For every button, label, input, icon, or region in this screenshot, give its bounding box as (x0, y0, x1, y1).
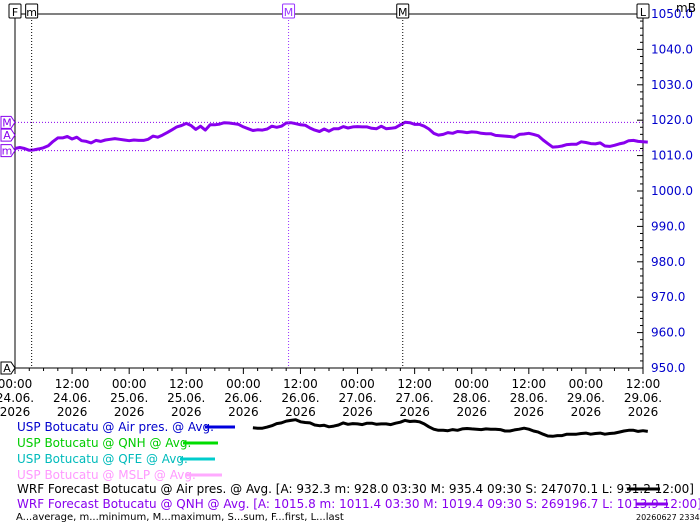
x-tick-year: 2026 (456, 405, 487, 419)
top-marker-label: F (12, 6, 18, 19)
x-tick-date: 25.06. (110, 391, 148, 405)
x-tick-year: 2026 (171, 405, 202, 419)
top-marker-label: M (284, 6, 294, 19)
y-tick-label: 950.0 (651, 361, 685, 375)
y-tick-label: 1040.0 (651, 42, 693, 56)
left-marker-flag (0, 128, 16, 142)
top-marker-box (282, 3, 296, 19)
x-tick-time: 12:00 (283, 377, 318, 391)
y-tick-label: 980.0 (651, 255, 685, 269)
x-tick-date: 26.06. (224, 391, 262, 405)
left-marker-flag (0, 144, 16, 158)
x-tick-time: 12:00 (169, 377, 204, 391)
x-tick-time: 00:00 (112, 377, 147, 391)
left-marker-flag (0, 361, 16, 375)
top-marker-box (396, 3, 410, 19)
y-unit-label: mB (676, 1, 696, 15)
x-tick-date: 28.06. (510, 391, 548, 405)
top-marker-box (8, 3, 22, 19)
y-tick-label: 990.0 (651, 219, 685, 233)
footer-note: A...average, m...minimum, M...maximum, S… (16, 512, 344, 523)
y-tick-label: 1050.0 (651, 7, 693, 21)
y-tick-label: 970.0 (651, 290, 685, 304)
x-tick-year: 2026 (342, 405, 373, 419)
x-tick-year: 2026 (228, 405, 259, 419)
legend-entry-label: USP Botucatu @ MSLP @ Avg. (17, 468, 196, 482)
x-tick-time: 00:00 (569, 377, 604, 391)
x-tick-date: 29.06. (624, 391, 662, 405)
x-tick-year: 2026 (628, 405, 659, 419)
left-marker-label: M (2, 116, 12, 129)
left-marker-label: A (3, 362, 11, 375)
y-tick-label: 1000.0 (651, 184, 693, 198)
timestamp-stamp: 20260627 2334 (636, 513, 700, 522)
legend-entry-label: WRF Forecast Botucatu @ QNH @ Avg. [A: 1… (17, 497, 700, 511)
top-marker-box (25, 3, 39, 19)
y-tick-label: 1030.0 (651, 78, 693, 92)
x-tick-date: 25.06. (167, 391, 205, 405)
left-marker-label: m (2, 145, 13, 158)
x-tick-time: 00:00 (0, 377, 32, 391)
x-tick-time: 00:00 (454, 377, 489, 391)
x-tick-time: 00:00 (226, 377, 261, 391)
x-tick-year: 2026 (285, 405, 316, 419)
x-tick-time: 12:00 (626, 377, 661, 391)
x-tick-time: 00:00 (340, 377, 375, 391)
legend-entry-label: WRF Forecast Botucatu @ Air pres. @ Avg.… (17, 482, 694, 496)
top-marker-label: m (26, 6, 37, 19)
series-line-wrf-qnh (14, 120, 648, 152)
series-line-wrf-air-pres (252, 418, 649, 438)
x-tick-time: 12:00 (512, 377, 547, 391)
x-tick-date: 27.06. (338, 391, 376, 405)
x-tick-time: 12:00 (55, 377, 90, 391)
x-tick-date: 26.06. (281, 391, 319, 405)
x-tick-year: 2026 (0, 405, 30, 419)
top-marker-label: L (640, 6, 647, 19)
y-tick-label: 960.0 (651, 326, 685, 340)
x-tick-date: 27.06. (396, 391, 434, 405)
y-tick-label: 1020.0 (651, 113, 693, 127)
legend-entry-label: USP Botucatu @ QFE @ Avg. (17, 452, 188, 466)
x-tick-year: 2026 (399, 405, 430, 419)
left-marker-flag (0, 115, 16, 129)
legend-entry-label: USP Botucatu @ QNH @ Avg. (17, 436, 191, 450)
x-tick-date: 24.06. (0, 391, 34, 405)
x-tick-year: 2026 (114, 405, 145, 419)
x-tick-year: 2026 (514, 405, 545, 419)
x-tick-date: 29.06. (567, 391, 605, 405)
x-tick-time: 12:00 (397, 377, 432, 391)
top-marker-box (636, 3, 650, 19)
x-tick-date: 24.06. (53, 391, 91, 405)
x-tick-year: 2026 (571, 405, 602, 419)
legend-entry-label: USP Botucatu @ Air pres. @ Avg. (17, 420, 214, 434)
x-tick-date: 28.06. (453, 391, 491, 405)
y-tick-label: 1010.0 (651, 149, 693, 163)
top-marker-label: M (398, 6, 408, 19)
x-tick-year: 2026 (57, 405, 88, 419)
left-marker-label: A (3, 129, 11, 142)
